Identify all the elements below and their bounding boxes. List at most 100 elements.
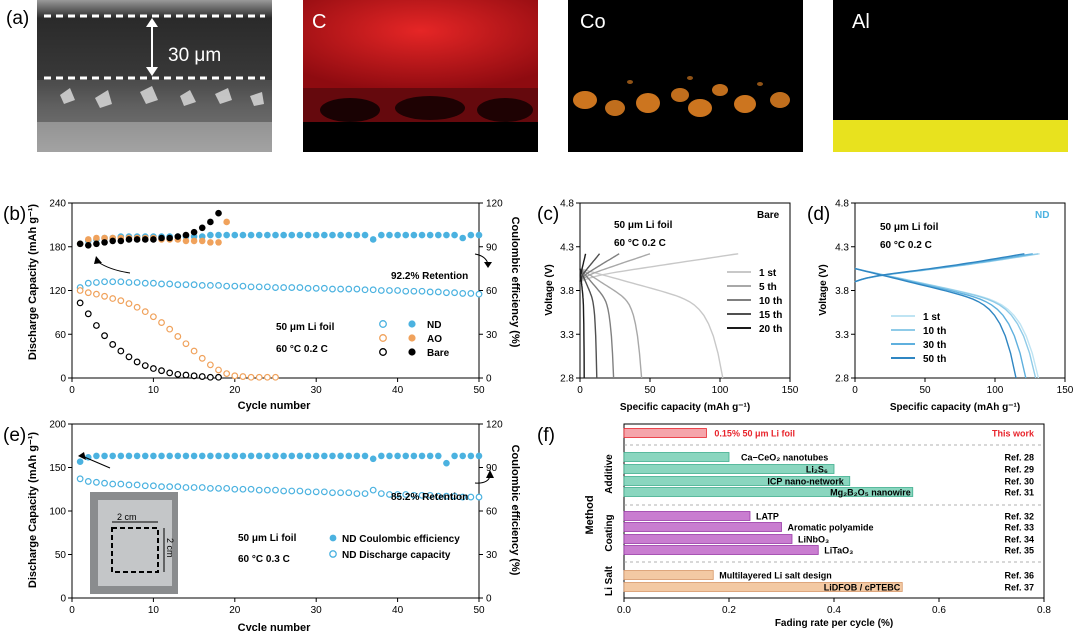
b-cond-2: 60 °C 0.2 C [276, 344, 328, 355]
b-bare-capacity-point [101, 332, 108, 340]
c-xtick-label: 0 [577, 385, 583, 396]
b-nd-capacity-point [166, 280, 174, 288]
b-nd-ce-point [272, 231, 279, 239]
b-ao-capacity-point [247, 373, 255, 381]
f-bar-label: Aromatic polyamide [788, 523, 874, 533]
b-ao-capacity-point [272, 373, 279, 381]
e-legend-label: ND Coulombic efficiency [342, 534, 460, 545]
b-ao-capacity-point [101, 292, 108, 300]
d-discharge-curve [854, 267, 1040, 379]
f-bar [623, 476, 851, 486]
f-ref-label: Ref. 30 [1004, 477, 1034, 487]
b-nd-capacity-point [369, 286, 377, 294]
e-ytick-label: 50 [55, 550, 67, 561]
e-nd-ce-point [426, 452, 434, 460]
d-xtick-label: 50 [919, 385, 931, 396]
b-nd-ce-point [475, 231, 483, 239]
e-nd-capacity-point [76, 475, 84, 483]
b-bare-ce-point [109, 237, 116, 245]
b-nd-capacity-point [345, 285, 353, 293]
e-nd-ce-point [345, 452, 353, 460]
b-ao-ce-point [223, 218, 230, 226]
b-nd-capacity-point [182, 281, 190, 289]
b-nd-ce-point [255, 231, 263, 239]
e-nd-capacity-point [312, 488, 320, 496]
b-nd-ce-point [280, 231, 287, 239]
e-nd-ce-point [288, 452, 296, 460]
b-nd-ce-point [223, 231, 230, 239]
e-y2tick-label: 120 [486, 420, 503, 431]
e-nd-capacity-point [223, 484, 231, 492]
d-legend-label: 1 st [923, 312, 941, 323]
c-legend: 1 st 5 th 10 th 15 th 20 th [727, 268, 782, 335]
panel-label-a: (a) [6, 8, 29, 29]
b-nd-ce-point [329, 231, 336, 239]
b-bare-ce-point [174, 233, 182, 240]
e-nd-ce-point [125, 452, 133, 460]
b-nd-capacity-point [255, 283, 263, 291]
f-bar-label: Mg₂B₂O₅ nanowire [830, 488, 911, 498]
b-ao-capacity-point [223, 370, 231, 378]
b-xtick-label: 50 [473, 385, 485, 396]
b-nd-capacity-point [84, 279, 92, 287]
e-nd-ce-point [198, 452, 206, 460]
d-ytick-label: 2.8 [835, 374, 849, 385]
f-ref-label: Ref. 34 [1004, 535, 1034, 545]
f-ref-label: Ref. 36 [1004, 571, 1034, 581]
eds-map-al: Al [833, 0, 1068, 152]
b-nd-ce-point [345, 231, 353, 239]
b-ao-ce-point [207, 239, 214, 246]
e-nd-ce-point [402, 452, 410, 460]
b-nd-capacity-point [467, 290, 475, 297]
b-ytick-label: 0 [60, 374, 66, 385]
c-xtick-label: 150 [782, 385, 799, 396]
e-retention: 85.2% Retention [391, 492, 468, 503]
e-nd-capacity-point [255, 486, 263, 494]
b-ytick-label: 240 [49, 199, 66, 210]
b-nd-ce-point [337, 231, 344, 239]
b-bare-capacity-point [206, 373, 214, 381]
b-ao-capacity-point [149, 313, 157, 321]
d-legend-label: 10 th [923, 326, 946, 337]
e-xtick-label: 30 [311, 605, 323, 616]
b-ao-capacity-point [125, 300, 133, 308]
b-ao-capacity-point [166, 325, 174, 333]
b-xtick-label: 40 [392, 385, 404, 396]
e-nd-capacity-point [158, 483, 165, 491]
b-bare-ce-point [93, 240, 100, 248]
panel-f: (f) Method 0.0 0.2 0.4 0.6 0.8 Additive Coatin… [537, 423, 1051, 629]
e-nd-capacity-point [467, 493, 475, 501]
b-nd-capacity-point [158, 280, 165, 288]
e-xtick-label: 20 [229, 605, 241, 616]
b-ao-ce-point [84, 236, 92, 243]
f-xtick-label: 0.4 [827, 605, 841, 616]
b-nd-capacity-point [329, 285, 336, 293]
b-xtick-label: 0 [69, 385, 75, 396]
f-ref-label: Ref. 29 [1004, 465, 1034, 475]
panel-label-c: (c) [537, 204, 559, 225]
b-nd-ce-point [418, 231, 426, 239]
e-nd-ce-point [150, 452, 157, 460]
f-bar [623, 487, 914, 497]
c-ylabel: Voltage (V) [544, 264, 555, 315]
e-legend-open-marker [329, 550, 337, 558]
f-bar [623, 511, 751, 521]
f-bar [623, 464, 835, 474]
d-legend: 1 st 10 th 30 th 50 th [891, 312, 946, 365]
c-legend-label: 5 th [759, 282, 777, 293]
e-nd-ce-point [223, 452, 230, 460]
e-nd-capacity-point [125, 481, 133, 489]
b-nd-capacity-point [263, 283, 271, 291]
b-ao-ce-point [182, 237, 190, 245]
b-ao-capacity-point [76, 287, 84, 294]
b-bare-ce-point [84, 241, 92, 249]
b-ao-capacity-point [255, 373, 263, 381]
c-discharge-curve [579, 268, 643, 379]
d-ytick-label: 3.3 [835, 330, 849, 341]
b-nd-capacity-point [434, 288, 442, 296]
e-ytick-label: 100 [49, 507, 66, 518]
b-nd-capacity-point [386, 287, 393, 294]
c-charge-curve [579, 253, 601, 282]
b-nd-capacity-point [223, 282, 231, 290]
b-bare-ce-point [198, 224, 206, 232]
